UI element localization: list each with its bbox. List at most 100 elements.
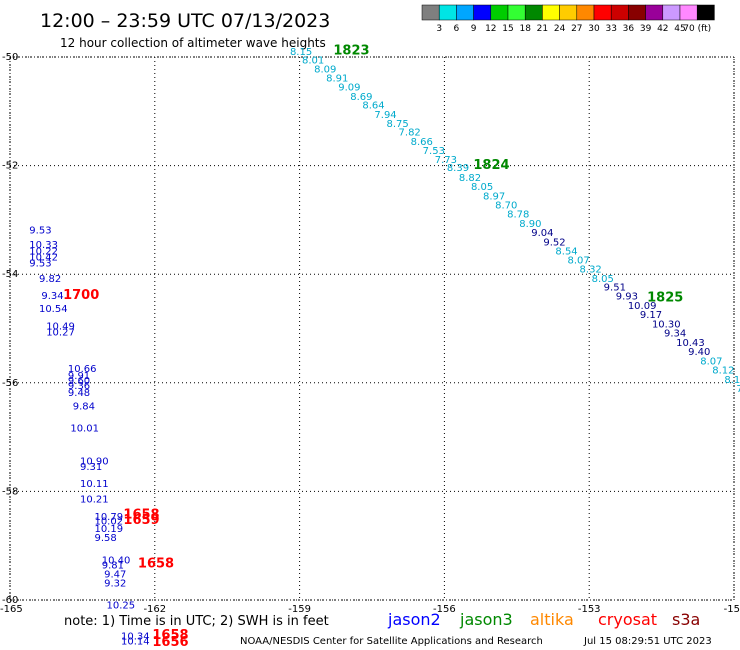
satellite-legend-item: jason2 <box>387 610 441 629</box>
swh-value-label: 9.60 <box>68 376 90 387</box>
swh-value-label: 9.91 <box>68 371 90 382</box>
color-swatch <box>662 4 681 21</box>
swh-value-label: 9.34 <box>41 291 63 302</box>
swh-value-label: 9.82 <box>39 274 61 285</box>
time-label: 1656 <box>152 635 188 650</box>
color-scale-label: 6 <box>454 24 460 34</box>
swh-value-label: 9.47 <box>104 570 126 581</box>
color-swatch <box>507 4 526 21</box>
swh-value-label: 10.42 <box>29 253 58 264</box>
plot-frame <box>9 56 735 601</box>
swh-value-label: 7.82 <box>399 128 421 139</box>
swh-value-label: 8.07 <box>700 356 722 367</box>
swh-value-label: 8.05 <box>592 274 614 285</box>
swh-value-label: 8.75 <box>386 119 408 130</box>
swh-value-label: 8.66 <box>411 137 433 148</box>
time-label: 1823 <box>333 43 369 58</box>
swh-value-label: 10.19 <box>94 524 123 535</box>
satellite-legend-item: altika <box>530 610 574 629</box>
x-tick-label: -156 <box>433 604 456 615</box>
swh-value-label: 10.02 <box>94 517 123 528</box>
color-scale-label: 30 <box>588 24 600 34</box>
satellite-legend-item: jason3 <box>459 610 513 629</box>
timestamp-text: Jul 15 08:29:51 UTC 2023 <box>583 636 712 647</box>
color-swatch <box>421 4 440 21</box>
color-scale-label: 42 <box>657 24 668 34</box>
swh-value-label: 9.93 <box>616 292 638 303</box>
color-scale-label: 15 <box>502 24 513 34</box>
swh-value-label: 10.21 <box>80 494 109 505</box>
swh-value-label: 7.53 <box>423 146 445 157</box>
swh-value-label: 9.17 <box>640 310 662 321</box>
swh-value-label: 8.05 <box>471 182 493 193</box>
swh-value-label: 10.54 <box>39 304 68 315</box>
color-scale-label: 18 <box>519 24 531 34</box>
time-label: 1658 <box>138 556 174 571</box>
color-scale-label: 27 <box>571 24 582 34</box>
time-label: 1659 <box>123 513 159 528</box>
swh-value-label: 9.34 <box>664 329 686 340</box>
color-scale-label: 45 <box>674 24 685 34</box>
swh-value-label: 9.04 <box>531 228 553 239</box>
color-swatch <box>524 4 543 21</box>
swh-value-label: 9.51 <box>604 282 626 293</box>
credit-text: NOAA/NESDIS Center for Satellite Applica… <box>240 636 543 647</box>
color-scale-label: 70 (ft) <box>683 24 711 34</box>
swh-value-label: 9.31 <box>80 462 102 473</box>
swh-value-label: 8.12 <box>712 366 734 377</box>
color-swatch <box>679 4 698 21</box>
swh-value-label: 8.32 <box>580 265 602 276</box>
swh-value-label: 10.43 <box>676 338 705 349</box>
color-swatch <box>473 4 492 21</box>
swh-value-label: 8.97 <box>483 191 505 202</box>
color-scale-label: 9 <box>471 24 477 34</box>
swh-value-label: 7.73 <box>435 155 457 166</box>
footer-note: note: 1) Time is in UTC; 2) SWH is in fe… <box>64 614 329 629</box>
y-tick-label: -58 <box>2 486 18 497</box>
swh-value-label: 9.84 <box>73 401 95 412</box>
swh-value-label: 10.49 <box>46 322 75 333</box>
swh-value-label: 10.30 <box>652 319 681 330</box>
swh-value-label: 9.32 <box>104 578 126 589</box>
swh-value-label: 9.53 <box>29 225 51 236</box>
swh-value-label: 8.54 <box>555 247 577 258</box>
y-tick-label: -56 <box>2 378 18 389</box>
swh-value-label: 8.39 <box>447 163 469 174</box>
color-swatch <box>438 4 457 21</box>
swh-value-label: 9.48 <box>68 388 90 399</box>
swh-value-label: 8.15 <box>290 47 312 58</box>
swh-value-label: 10.34 <box>121 632 150 643</box>
y-tick-label: -60 <box>2 595 18 606</box>
swh-value-label: 8.70 <box>495 200 517 211</box>
x-tick-label: -162 <box>143 604 166 615</box>
page-title: 12:00 – 23:59 UTC 07/13/2023 <box>40 10 330 32</box>
x-tick-label: -159 <box>288 604 311 615</box>
swh-value-label: 8.01 <box>302 56 324 67</box>
time-label: 1658 <box>152 628 188 643</box>
color-swatch <box>559 4 578 21</box>
swh-value-label: 9.09 <box>338 83 360 94</box>
swh-value-label: 9.36 <box>68 381 90 392</box>
swh-value-label: 10.09 <box>628 301 657 312</box>
swh-value-label: 10.40 <box>102 556 131 567</box>
swh-value-label: 8.09 <box>314 65 336 76</box>
swh-value-label: 9.58 <box>94 533 116 544</box>
color-scale-label: 12 <box>485 24 496 34</box>
swh-value-label: 10.66 <box>68 364 97 375</box>
swh-value-label: 7.79 <box>736 384 740 395</box>
swh-points: 8.158.018.098.919.098.698.647.948.757.82… <box>29 47 740 648</box>
color-swatch <box>542 4 560 21</box>
color-swatch <box>593 4 612 21</box>
color-scale-label: 3 <box>436 24 442 34</box>
swh-value-label: 8.90 <box>519 219 541 230</box>
swh-value-label: 7.94 <box>374 110 396 121</box>
satellite-legend-item: s3a <box>672 610 700 629</box>
time-label: 1700 <box>63 288 99 303</box>
swh-value-label: 9.40 <box>688 347 710 358</box>
color-swatch <box>696 4 715 21</box>
color-scale-label: 39 <box>640 24 652 34</box>
swh-value-label: 8.91 <box>326 73 348 84</box>
